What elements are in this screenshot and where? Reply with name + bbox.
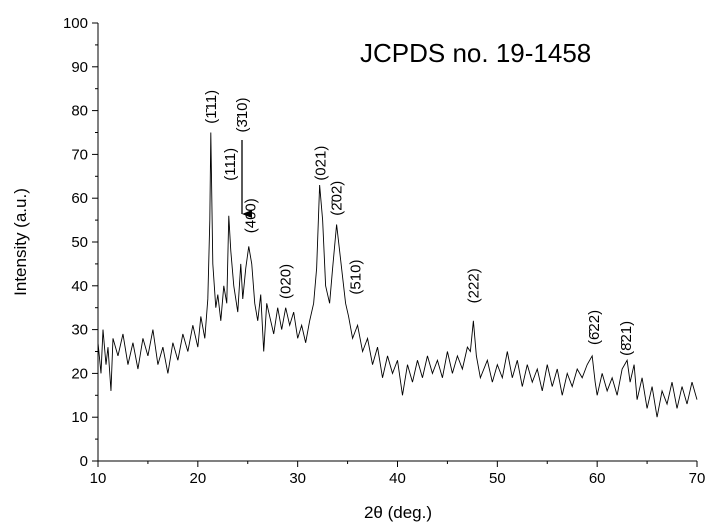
x-tick-label: 60 (589, 470, 606, 487)
peak-label: (6̄22) (586, 310, 603, 345)
peak-label: (222) (465, 268, 482, 303)
y-tick-label: 100 (63, 15, 88, 32)
peak-label: (2̄02) (329, 181, 346, 216)
chart-title: JCPDS no. 19-1458 (360, 38, 591, 68)
peak-label: (8̄21) (618, 321, 635, 356)
y-tick-label: 0 (80, 453, 88, 470)
data-line (97, 132, 698, 418)
y-tick-label: 40 (71, 278, 88, 295)
x-tick-label: 10 (90, 470, 107, 487)
y-tick-label: 70 (71, 146, 88, 163)
y-axis-label: Intensity (a.u.) (11, 188, 30, 296)
peak-label: (1̄11) (203, 90, 220, 124)
y-tick-label: 50 (71, 234, 88, 251)
y-tick-label: 20 (71, 365, 88, 382)
x-tick-label: 30 (289, 470, 306, 487)
peak-label: (400) (243, 198, 260, 233)
y-tick-label: 10 (71, 409, 88, 426)
x-tick-label: 50 (489, 470, 506, 487)
peak-label: (111) (222, 148, 239, 181)
y-tick-label: 30 (71, 322, 88, 339)
x-tick-label: 20 (189, 470, 206, 487)
x-axis-label: 2θ (deg.) (364, 503, 432, 522)
peak-label: (021) (313, 146, 330, 181)
y-tick-label: 60 (71, 190, 88, 207)
x-tick-label: 40 (389, 470, 406, 487)
y-tick-label: 80 (71, 103, 88, 120)
peak-label: (510) (348, 260, 365, 295)
peak-label: (020) (278, 264, 295, 299)
x-tick-label: 70 (689, 470, 706, 487)
peak-label: (3̄10) (234, 97, 251, 132)
y-tick-label: 90 (71, 59, 88, 76)
